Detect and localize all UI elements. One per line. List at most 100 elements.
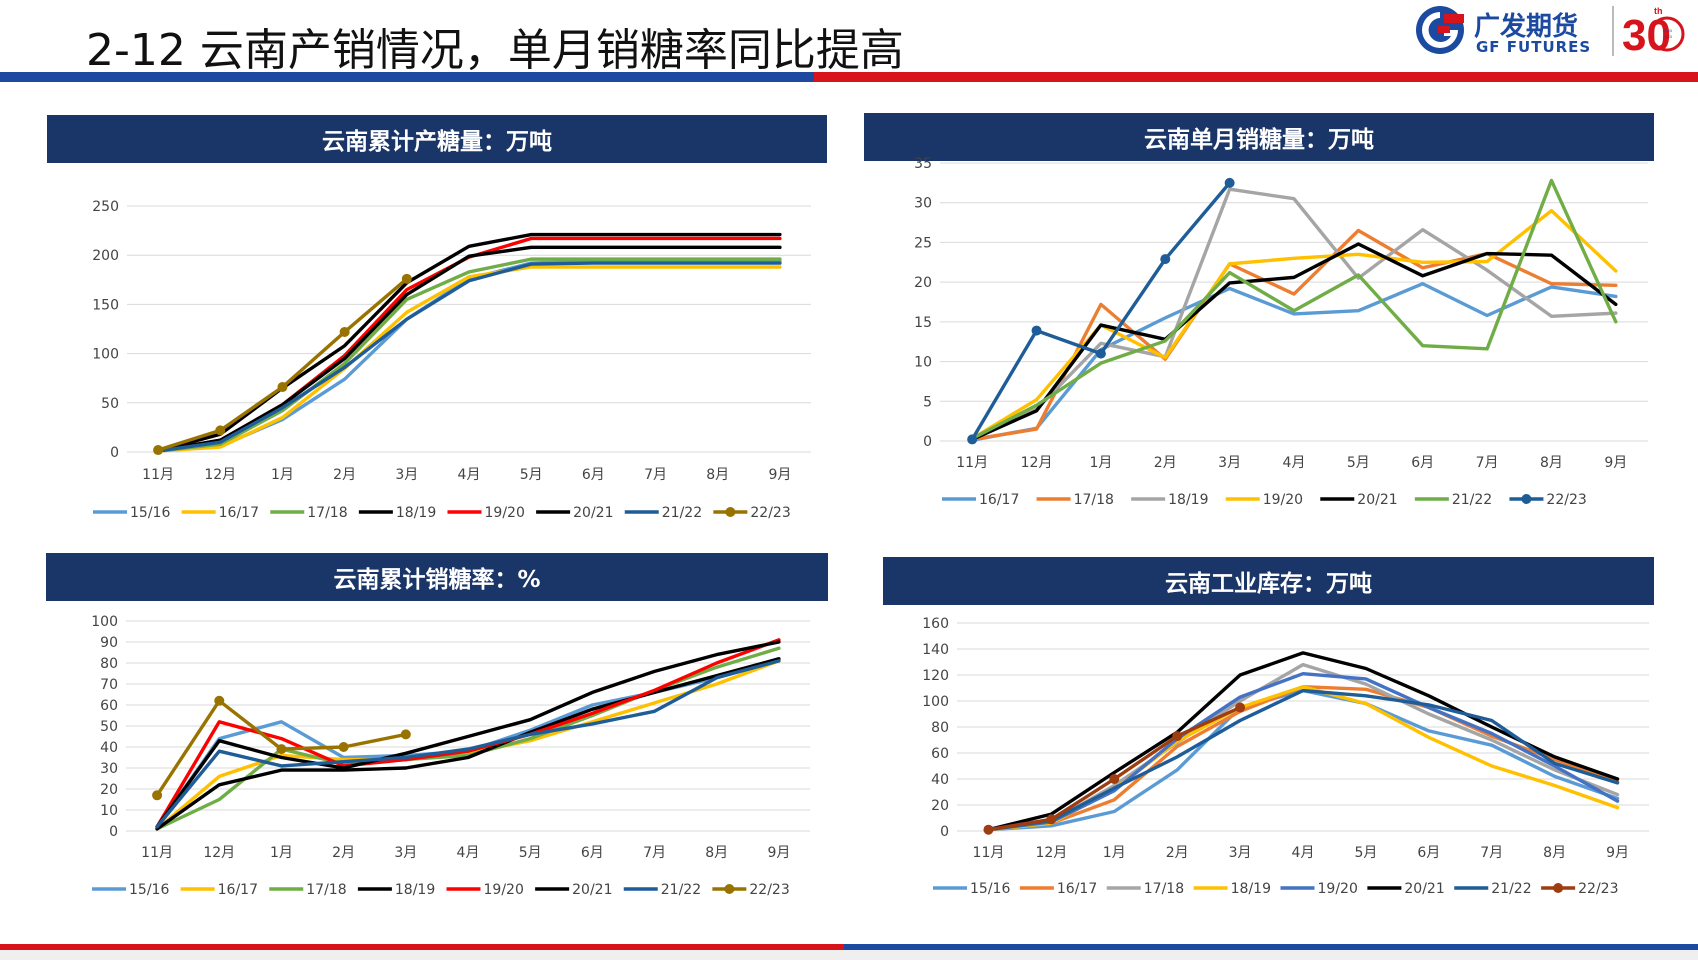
y-tick-label: 160 xyxy=(922,616,949,632)
panel-industrial-stock: 云南工业库存：万吨 0 20 40 60 80 100 120 140 160 11月 12月 1月 2… xyxy=(883,557,1654,923)
x-tick-label: 4月 xyxy=(1292,845,1315,861)
legend-label: 17/18 xyxy=(307,505,347,521)
data-point xyxy=(215,425,226,436)
x-tick-label: 7月 xyxy=(1476,455,1499,471)
x-tick-label: 9月 xyxy=(767,845,790,861)
legend-label: 16/17 xyxy=(218,882,258,898)
y-tick-label: 30 xyxy=(914,196,932,212)
legend-label: 15/16 xyxy=(970,881,1010,897)
legend-label: 16/17 xyxy=(219,505,259,521)
legend-label: 22/23 xyxy=(750,505,790,521)
data-point xyxy=(152,790,163,801)
legend-label: 17/18 xyxy=(1074,492,1114,508)
chart-title: 云南累计销糖率：% xyxy=(46,553,828,601)
x-tick-label: 1月 xyxy=(1103,845,1126,861)
legend-marker xyxy=(1521,494,1532,504)
x-tick-label: 11月 xyxy=(141,845,173,861)
series-line-20-21 xyxy=(970,242,1618,442)
y-tick-label: 0 xyxy=(109,824,118,840)
data-point xyxy=(338,742,349,752)
legend-label: 20/21 xyxy=(573,505,613,521)
x-tick-label: 1月 xyxy=(1089,455,1112,471)
x-tick-label: 7月 xyxy=(643,845,666,861)
data-point xyxy=(400,729,411,740)
x-tick-label: 4月 xyxy=(457,845,480,861)
series-line-18-19 xyxy=(970,187,1618,442)
data-point xyxy=(276,744,287,755)
legend-label: 19/20 xyxy=(1263,492,1303,508)
x-tick-label: 7月 xyxy=(1480,845,1503,861)
x-tick-label: 6月 xyxy=(1411,455,1434,471)
series-line-21-22 xyxy=(970,178,1618,441)
legend-label: 17/18 xyxy=(1144,881,1184,897)
x-tick-label: 3月 xyxy=(1218,455,1241,471)
y-tick-label: 40 xyxy=(931,772,949,788)
x-tick-label: 1月 xyxy=(271,467,294,483)
x-tick-label: 11月 xyxy=(973,845,1005,861)
x-tick-label: 8月 xyxy=(706,467,729,483)
legend-label: 15/16 xyxy=(130,505,170,521)
x-tick-label: 2月 xyxy=(1166,845,1189,861)
y-tick-label: 80 xyxy=(100,656,118,672)
data-point xyxy=(339,326,350,337)
legend-label: 20/21 xyxy=(1404,881,1444,897)
legend-label: 19/20 xyxy=(485,505,525,521)
data-point xyxy=(983,824,994,835)
logo-cn-text: 广发期货 xyxy=(1474,12,1579,42)
y-tick-label: 80 xyxy=(931,720,949,736)
data-point xyxy=(1235,702,1246,713)
x-tick-label: 1月 xyxy=(270,845,293,861)
legend-label: 20/21 xyxy=(1357,492,1397,508)
legend-label: 21/22 xyxy=(1491,881,1531,897)
legend-label: 18/19 xyxy=(1168,492,1208,508)
anniversary-year-end: 2023 xyxy=(1663,34,1673,39)
gf-futures-logo: 广发期货 GF FUTURES th 30 1993 2023 xyxy=(1414,4,1694,62)
x-tick-label: 6月 xyxy=(582,467,605,483)
y-tick-label: 250 xyxy=(92,199,119,215)
x-tick-label: 9月 xyxy=(1604,455,1627,471)
x-tick-label: 8月 xyxy=(705,845,728,861)
x-tick-label: 3月 xyxy=(395,467,418,483)
data-point xyxy=(1172,731,1183,742)
series-line-18-19 xyxy=(155,657,781,831)
x-tick-label: 12月 xyxy=(204,467,236,483)
panel-monthly-sales: 云南单月销糖量：万吨 0 5 10 15 20 25 30 35 11月 12月 1月 2月 3月 4月 5… xyxy=(864,113,1654,533)
y-tick-label: 20 xyxy=(914,275,932,291)
x-tick-label: 12月 xyxy=(1021,455,1053,471)
x-tick-label: 5月 xyxy=(1354,845,1377,861)
series-line-21-22 xyxy=(156,261,782,453)
y-tick-label: 70 xyxy=(100,677,118,693)
logo-divider xyxy=(1612,6,1614,56)
anniversary-30-icon: th 30 1993 2023 xyxy=(1622,6,1685,60)
x-tick-label: 4月 xyxy=(458,467,481,483)
y-tick-label: 20 xyxy=(931,798,949,814)
y-tick-label: 40 xyxy=(100,740,118,756)
chart-title: 云南工业库存：万吨 xyxy=(883,557,1654,605)
logo-en-text: GF FUTURES xyxy=(1476,38,1592,56)
series-line-21-22 xyxy=(986,688,1620,832)
y-tick-label: 140 xyxy=(922,642,949,658)
chart-monthly-sales: 0 5 10 15 20 25 30 35 11月 12月 1月 2月 3月 4月 5月 6月 7月 8月 9月 16… xyxy=(914,156,1648,508)
top-divider-red xyxy=(814,72,1698,82)
chart-cum-sales-rate: 0 10 20 30 40 50 60 70 80 90 100 11月 12月 1月 2月 3月 4月 5月 6月… xyxy=(91,614,810,898)
x-tick-label: 9月 xyxy=(1606,845,1629,861)
series-line-19-20 xyxy=(970,208,1618,441)
x-tick-label: 8月 xyxy=(1540,455,1563,471)
y-tick-label: 15 xyxy=(914,315,932,331)
series-line-20-21 xyxy=(155,640,781,829)
series-line-16-17 xyxy=(986,684,1620,832)
anniversary-superscript: th xyxy=(1654,6,1663,16)
bottom-divider-blue xyxy=(844,944,1698,950)
y-tick-label: 200 xyxy=(92,248,119,264)
panel-cum-production: 云南累计产糖量：万吨 0 50 100 150 200 250 11月 12月 1月 2月 3月 4月… xyxy=(47,115,827,535)
series-line-19-20 xyxy=(155,638,781,829)
x-tick-label: 7月 xyxy=(644,467,667,483)
legend-label: 21/22 xyxy=(1452,492,1492,508)
legend-marker xyxy=(724,884,735,894)
page-title: 2-12 云南产销情况，单月销糖率同比提高 xyxy=(86,25,904,76)
chart-cum-production: 0 50 100 150 200 250 11月 12月 1月 2月 3月 4月 5月 6月 7月 8月 9月 1… xyxy=(92,199,811,521)
anniversary-year-start: 1993 xyxy=(1663,28,1673,33)
panel-cum-sales-rate: 云南累计销糖率：% 0 10 20 30 40 50 60 70 80 90 100 11月 12月 1月… xyxy=(46,553,828,923)
legend-marker xyxy=(1553,883,1564,893)
y-tick-label: 35 xyxy=(914,156,932,172)
